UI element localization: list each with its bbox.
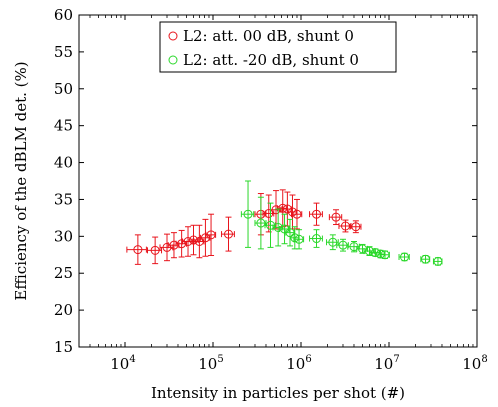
series-1 bbox=[126, 189, 362, 265]
data-point bbox=[399, 252, 409, 262]
series-layer bbox=[126, 180, 443, 266]
data-point bbox=[133, 245, 143, 255]
data-point bbox=[340, 221, 350, 231]
data-point bbox=[287, 207, 297, 217]
data-point bbox=[177, 239, 187, 249]
data-point bbox=[364, 246, 374, 256]
y-tick-label: 55 bbox=[54, 43, 73, 61]
x-tick-label: 104 bbox=[110, 354, 135, 373]
y-tick-label: 60 bbox=[54, 6, 73, 24]
data-point bbox=[273, 222, 283, 232]
y-tick-label: 30 bbox=[54, 227, 73, 245]
y-tick-label: 50 bbox=[54, 80, 73, 98]
x-tick-label: 106 bbox=[286, 354, 311, 373]
data-point bbox=[433, 256, 443, 266]
x-axis-label: Intensity in particles per shot (#) bbox=[151, 384, 405, 402]
data-point bbox=[224, 229, 234, 239]
data-point bbox=[312, 234, 322, 244]
x-tick-label: 107 bbox=[374, 354, 399, 373]
data-point bbox=[292, 209, 302, 219]
y-tick-label: 25 bbox=[54, 264, 73, 282]
data-point bbox=[278, 203, 288, 213]
data-point bbox=[188, 235, 198, 245]
y-axis-label: Efficiency of the dBLM det. (%) bbox=[12, 61, 30, 300]
data-point bbox=[338, 240, 348, 250]
legend: L2: att. 00 dB, shunt 0 L2: att. -20 dB,… bbox=[159, 21, 397, 73]
data-point bbox=[312, 209, 322, 219]
data-point bbox=[264, 208, 274, 218]
data-point bbox=[351, 222, 361, 232]
legend-marker-series-1 bbox=[168, 31, 178, 41]
data-point bbox=[271, 205, 281, 215]
y-tick-label: 20 bbox=[54, 301, 73, 319]
data-point bbox=[331, 212, 341, 222]
legend-marker-series-2 bbox=[168, 55, 178, 65]
data-point bbox=[380, 250, 390, 260]
data-point bbox=[243, 209, 253, 219]
y-tick-label: 15 bbox=[54, 338, 73, 356]
legend-box bbox=[159, 21, 397, 73]
data-point bbox=[294, 234, 304, 244]
data-point bbox=[349, 242, 359, 252]
series-2 bbox=[240, 180, 443, 266]
data-point bbox=[206, 230, 216, 240]
plot-frame bbox=[78, 14, 478, 348]
data-point bbox=[375, 249, 385, 259]
y-tick-label: 45 bbox=[54, 117, 73, 135]
tick-layer: 15 20 25 30 35 40 45 50 55 60 104 105 106 107 108 bbox=[54, 6, 488, 373]
data-point bbox=[150, 245, 160, 255]
data-point bbox=[421, 254, 431, 264]
legend-label-series-2: L2: att. -20 dB, shunt 0 bbox=[183, 51, 359, 69]
x-tick-label: 105 bbox=[198, 354, 223, 373]
y-tick-label: 40 bbox=[54, 154, 73, 172]
y-tick-label: 35 bbox=[54, 190, 73, 208]
legend-label-series-1: L2: att. 00 dB, shunt 0 bbox=[183, 27, 354, 45]
x-tick-label: 108 bbox=[462, 354, 487, 373]
